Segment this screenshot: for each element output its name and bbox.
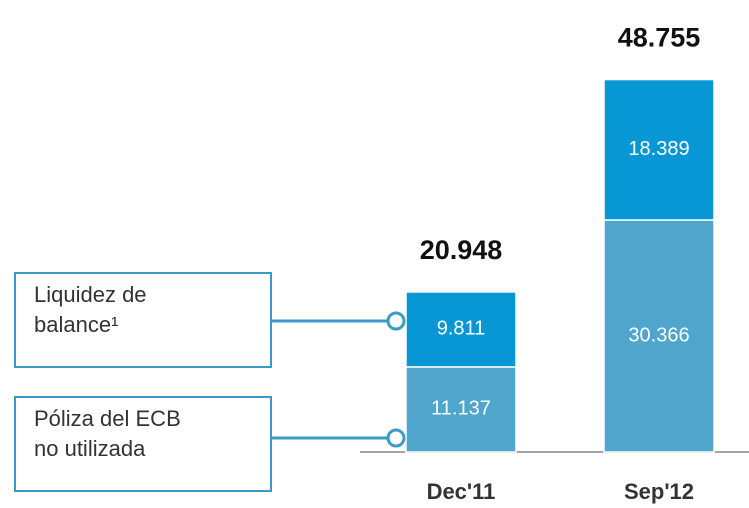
bar-segment (405, 291, 517, 368)
value-label: 18.389 (628, 138, 689, 160)
connector-dot (386, 311, 406, 331)
x-tick-label: Sep'12 (624, 479, 694, 504)
value-label: 9.811 (437, 318, 486, 340)
legend-label: Póliza del ECB no utilizada (34, 406, 181, 461)
bar-segment (405, 366, 517, 453)
bar-segment (603, 219, 715, 453)
bar-segment (603, 78, 715, 221)
connector-dot (386, 428, 406, 448)
x-tick-label: Dec'11 (427, 479, 496, 504)
legend-box: Liquidez de balance¹ (14, 272, 272, 368)
total-label: 20.948 (420, 235, 503, 265)
value-label: 11.137 (431, 398, 491, 420)
value-label: 30.366 (628, 324, 689, 346)
legend-label: Liquidez de balance¹ (34, 282, 147, 337)
legend-box: Póliza del ECB no utilizada (14, 396, 272, 492)
total-label: 48.755 (618, 23, 701, 53)
